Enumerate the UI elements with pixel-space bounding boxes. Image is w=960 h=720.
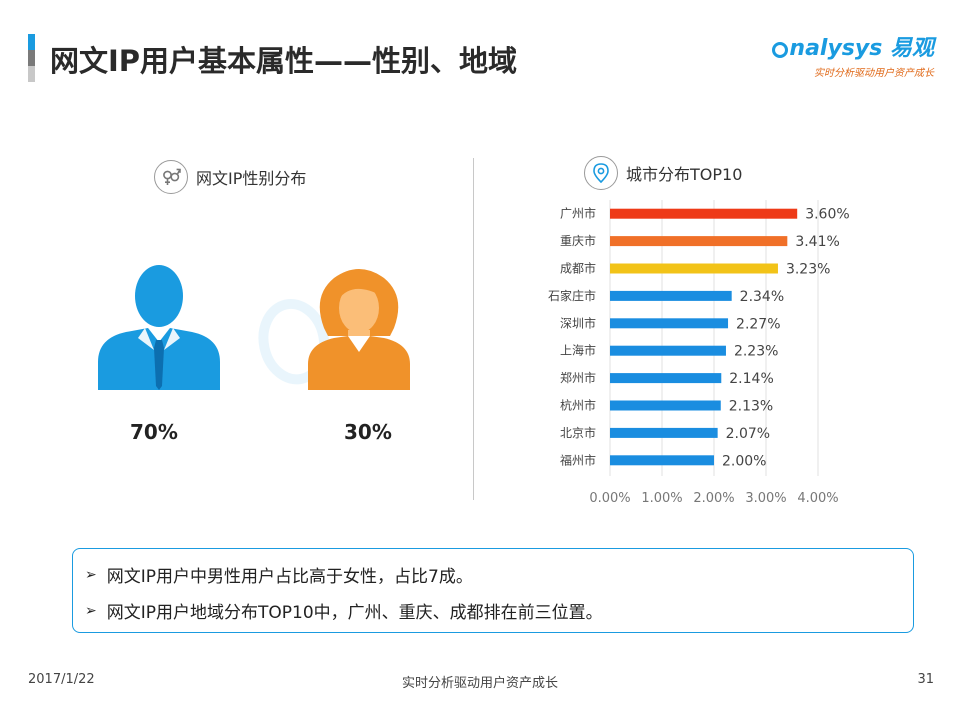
summary-item-text: 网文IP用户地域分布TOP10中，广州、重庆、成都排在前三位置。 bbox=[106, 603, 603, 623]
bullet-arrow-icon: ➢ bbox=[85, 602, 97, 619]
bar bbox=[610, 236, 788, 247]
data-label: 2.13% bbox=[729, 399, 773, 415]
bar bbox=[610, 373, 722, 384]
bar bbox=[610, 318, 729, 329]
logo-tagline: 实时分析驱动用户资产成长 bbox=[814, 68, 934, 79]
section-divider bbox=[473, 158, 474, 500]
category-label: 上海市 bbox=[560, 343, 596, 358]
logo-text: nalysys 易观 bbox=[764, 30, 934, 62]
city-section-heading: 城市分布TOP10 bbox=[584, 156, 742, 190]
data-label: 2.23% bbox=[734, 344, 778, 360]
page-title: 网文IP用户基本属性——性别、地域 bbox=[50, 44, 518, 78]
category-label: 北京市 bbox=[560, 425, 596, 440]
category-label: 广州市 bbox=[560, 206, 596, 221]
category-label: 杭州市 bbox=[560, 398, 596, 413]
data-label: 2.00% bbox=[722, 453, 766, 469]
category-label: 深圳市 bbox=[560, 315, 596, 330]
female-figure-icon bbox=[304, 266, 414, 397]
male-percentage: 70% bbox=[130, 420, 178, 444]
footer-date: 2017/1/22 bbox=[28, 672, 95, 687]
bar bbox=[610, 263, 778, 274]
bar bbox=[610, 455, 714, 466]
bar bbox=[610, 290, 732, 301]
summary-item-text: 网文IP用户中男性用户占比高于女性，占比7成。 bbox=[106, 567, 473, 587]
title-accent-bar bbox=[28, 34, 35, 82]
data-label: 3.60% bbox=[805, 207, 849, 223]
bar bbox=[610, 400, 721, 411]
x-tick-label: 1.00% bbox=[641, 491, 682, 506]
bar bbox=[610, 345, 726, 356]
male-figure-icon bbox=[96, 262, 222, 397]
city-bar-chart: 广州市 3.60% 重庆市 3.41% 成都市 3.23% 石家庄市 2.34% 深圳市 2.27… bbox=[548, 200, 850, 506]
logo: nalysys 易观 实时分析驱动用户资产成长 bbox=[764, 30, 934, 79]
category-label: 成都市 bbox=[560, 261, 596, 276]
data-label: 3.23% bbox=[786, 262, 830, 278]
data-label: 3.41% bbox=[795, 234, 839, 250]
x-tick-label: 4.00% bbox=[797, 491, 838, 506]
bullet-arrow-icon: ➢ bbox=[85, 566, 97, 583]
summary-item: ➢ 网文IP用户地域分布TOP10中，广州、重庆、成都排在前三位置。 bbox=[85, 598, 603, 624]
summary-box: ➢ 网文IP用户中男性用户占比高于女性，占比7成。 ➢ 网文IP用户地域分布TO… bbox=[72, 548, 914, 633]
category-label: 郑州市 bbox=[560, 370, 596, 385]
page-number: 31 bbox=[917, 672, 934, 687]
footer-tagline: 实时分析驱动用户资产成长 bbox=[401, 676, 558, 691]
city-heading-label: 城市分布TOP10 bbox=[626, 165, 743, 184]
x-tick-label: 3.00% bbox=[745, 491, 786, 506]
data-label: 2.27% bbox=[736, 316, 780, 332]
gender-icon bbox=[154, 160, 188, 194]
bar bbox=[610, 427, 718, 438]
x-tick-label: 2.00% bbox=[693, 491, 734, 506]
data-label: 2.34% bbox=[740, 289, 784, 305]
category-label: 重庆市 bbox=[560, 233, 596, 248]
data-label: 2.07% bbox=[726, 426, 770, 442]
gender-heading-label: 网文IP性别分布 bbox=[196, 169, 307, 188]
category-label: 石家庄市 bbox=[548, 288, 596, 303]
location-pin-icon bbox=[584, 156, 618, 190]
bar bbox=[610, 208, 798, 219]
category-label: 福州市 bbox=[560, 452, 596, 467]
summary-item: ➢ 网文IP用户中男性用户占比高于女性，占比7成。 bbox=[85, 562, 473, 588]
data-label: 2.14% bbox=[729, 371, 773, 387]
x-tick-label: 0.00% bbox=[589, 491, 630, 506]
gender-section-heading: 网文IP性别分布 bbox=[154, 160, 306, 194]
female-percentage: 30% bbox=[344, 420, 392, 444]
